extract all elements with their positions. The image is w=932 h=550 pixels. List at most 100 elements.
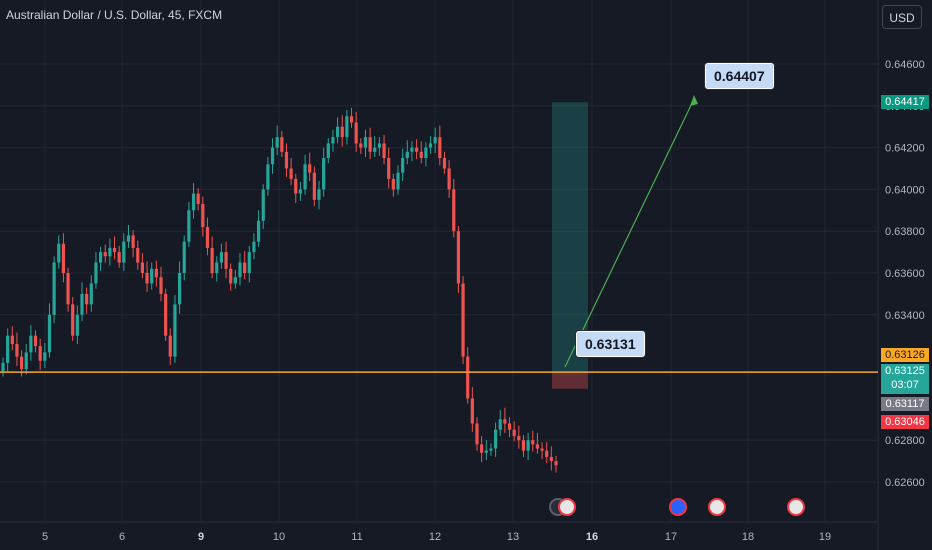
candle-body (168, 335, 172, 357)
candle-body (535, 444, 540, 449)
candle-body (317, 189, 321, 200)
grey-price-tag: 0.63117 (881, 397, 929, 411)
price-tick-label: 0.62800 (885, 435, 925, 447)
candle-body (359, 143, 363, 148)
candle-body (19, 356, 24, 370)
price-tick-label: 0.64000 (885, 184, 925, 196)
candle-body (233, 277, 237, 284)
candle-body (52, 262, 56, 315)
candle-body (112, 247, 117, 253)
candle-body (29, 335, 33, 353)
candle-body (308, 164, 312, 173)
candle-body (303, 164, 307, 190)
target-callout[interactable]: 0.64407 (705, 63, 774, 89)
target-price-tag: 0.64417 (881, 95, 929, 109)
candle-body (71, 304, 75, 336)
candle-body (182, 241, 186, 273)
price-tick-label: 0.64200 (885, 143, 925, 155)
candle-body (145, 273, 149, 284)
candle-body (493, 429, 498, 449)
candle-body (85, 293, 89, 305)
candle-body (270, 147, 275, 165)
candle-body (80, 293, 84, 315)
candle-body (247, 252, 251, 273)
flag-us-icon[interactable] (558, 498, 576, 516)
candle-body (438, 137, 442, 159)
candle-body (382, 143, 386, 159)
candle-body (540, 448, 544, 451)
currency-button[interactable]: USD (882, 5, 922, 29)
candle-body (526, 440, 530, 451)
candle-body (470, 398, 474, 424)
time-tick-label: 9 (198, 531, 204, 543)
candle-body (38, 346, 42, 361)
candle-body (177, 273, 182, 305)
candle-body (256, 220, 261, 242)
candle-body (377, 143, 382, 148)
candle-body (503, 419, 507, 424)
candle-body (108, 247, 112, 257)
time-tick-label: 13 (507, 531, 519, 543)
candle-body (345, 116, 349, 138)
candle-body (419, 151, 423, 159)
time-tick-label: 17 (665, 531, 677, 543)
flag-us-icon[interactable] (787, 498, 805, 516)
candle-body (447, 168, 451, 190)
candle-body (94, 262, 98, 284)
projection-line (564, 98, 695, 368)
candle-body (521, 440, 526, 451)
candle-body (512, 429, 516, 437)
candle-body (452, 189, 456, 232)
stop-price-tag: 0.63046 (881, 415, 929, 429)
price-tick-label: 0.64600 (885, 59, 925, 71)
level-price-tag: 0.63126 (881, 348, 929, 362)
time-tick-label: 19 (819, 531, 831, 543)
candle-body (215, 262, 219, 273)
candle-body (275, 137, 279, 148)
candle-body (238, 262, 242, 278)
candle-body (289, 168, 293, 179)
candle-body (424, 147, 428, 159)
flag-au-icon[interactable] (669, 498, 687, 516)
price-tick-label: 0.63600 (885, 268, 925, 280)
candle-body (224, 252, 228, 269)
candle-body (340, 126, 344, 138)
candle-body (391, 178, 395, 190)
candle-body (89, 283, 93, 305)
candle-body (456, 231, 461, 284)
candle-body (363, 137, 368, 148)
candle-body (122, 241, 126, 263)
candle-body (266, 164, 270, 190)
price-tick-label: 0.62600 (885, 477, 925, 489)
candle-body (387, 158, 391, 179)
candle-body (461, 283, 465, 357)
time-tick-label: 6 (119, 531, 125, 543)
candle-body (196, 193, 200, 205)
candle-body (98, 252, 103, 263)
candle-body (331, 137, 335, 144)
candle-body (66, 273, 70, 305)
candle-body (373, 147, 377, 152)
candle-body (294, 178, 298, 194)
candle-body (47, 314, 52, 353)
candle-body (61, 243, 66, 273)
candle-body (205, 227, 210, 248)
entry-callout[interactable]: 0.63131 (576, 331, 645, 357)
candle-body (507, 423, 512, 430)
candle-body (24, 352, 28, 370)
flag-us-icon[interactable] (708, 498, 726, 516)
price-tick-label: 0.63400 (885, 310, 925, 322)
candle-body (428, 143, 433, 148)
candle-body (173, 304, 177, 357)
time-tick-label: 16 (586, 531, 598, 543)
candle-body (368, 137, 372, 152)
candle-body (489, 448, 493, 451)
candle-body (396, 172, 400, 190)
candle-body (154, 268, 158, 278)
candle-body (480, 444, 484, 453)
candle-body (545, 450, 549, 457)
candle-body (6, 335, 10, 363)
candle-body (475, 423, 479, 445)
candle-body (466, 356, 470, 399)
